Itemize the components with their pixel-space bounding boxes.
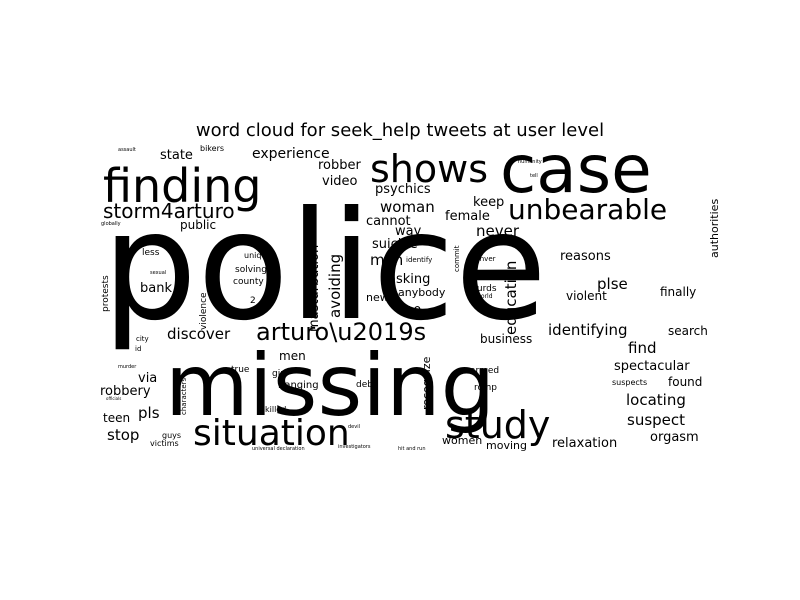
word-asking: asking — [388, 272, 430, 287]
word-search: search — [668, 324, 708, 338]
word-identifying: identifying — [548, 321, 628, 339]
word-assault: assault — [118, 147, 136, 153]
word-victims: victims — [150, 439, 179, 448]
word-suspect: suspect — [627, 411, 685, 429]
word-characters: characters — [180, 377, 188, 415]
word-unbearable: unbearable — [508, 193, 667, 226]
word-guys: guys — [162, 431, 181, 440]
word-suspects: suspects — [612, 378, 647, 387]
word-world: world — [476, 293, 493, 300]
word-education: education — [502, 261, 520, 335]
word-spectacular: spectacular — [614, 359, 690, 374]
word-city: city — [136, 335, 149, 343]
word-man: man — [370, 251, 403, 269]
chart-title: word cloud for seek_help tweets at user … — [195, 120, 605, 141]
word-woman: woman — [380, 198, 435, 216]
word-recognize: recognize — [420, 356, 433, 410]
word-violence: violence — [199, 292, 209, 330]
word-state: state — [160, 148, 193, 163]
word-find: find — [628, 339, 656, 357]
word-bikers: bikers — [200, 144, 224, 153]
word-universal-declaration: universal declaration — [252, 446, 305, 452]
word-locating: locating — [626, 391, 686, 409]
word-cannot: cannot — [366, 214, 411, 229]
word-plse: plse — [597, 275, 628, 293]
word-true: true — [231, 365, 250, 375]
word-shows: shows — [370, 147, 488, 191]
word-female: female — [445, 209, 490, 224]
word-video: video — [322, 174, 358, 189]
word-teen: teen — [103, 411, 130, 425]
word-case: case — [500, 131, 652, 208]
word-finding: finding — [103, 159, 261, 213]
word-experience: experience — [252, 146, 330, 162]
word-police: police — [102, 180, 547, 354]
word-authorities: authorities — [708, 199, 721, 258]
word-unique: unique — [244, 251, 272, 260]
word-robbery: robbery — [100, 384, 151, 399]
word-officials: officials — [106, 396, 121, 401]
word-missing: missing — [165, 336, 495, 436]
word-stop: stop — [107, 426, 139, 444]
word-less: less — [142, 248, 160, 258]
word-bank: bank — [140, 281, 172, 296]
word-masturbation: masturbation — [307, 245, 322, 332]
word-situation: situation — [193, 413, 350, 454]
word-girl: girl — [272, 369, 286, 379]
word-devil: devil — [348, 424, 360, 430]
word-reasons: reasons — [560, 249, 611, 264]
word-keep: keep — [473, 195, 504, 210]
word-globally: globally — [101, 221, 121, 227]
word-investigators: investigators — [338, 444, 371, 450]
word-sexual: sexual — [150, 270, 166, 276]
word-pls: pls — [138, 404, 160, 422]
word-hit-and-run: hit and run — [398, 446, 426, 452]
word-business: business — [480, 332, 532, 346]
word-2: 2 — [250, 296, 256, 306]
word-kurds: kurds — [472, 284, 497, 294]
word-public: public — [180, 218, 216, 232]
word-violent: violent — [566, 289, 607, 303]
word-commit: commit — [453, 245, 461, 272]
word-storm4arturo: storm4arturo — [103, 199, 235, 223]
word-debt: debt — [356, 380, 377, 390]
word-rcmp: rcmp — [474, 383, 497, 393]
word-discover: discover — [167, 325, 231, 343]
word-armed: armed — [470, 366, 499, 376]
word-finally: finally — [660, 285, 696, 299]
word-county: county — [233, 277, 264, 287]
word-suicide: suicide — [372, 237, 418, 252]
word-robber: robber — [318, 158, 362, 173]
word-murder: murder — [118, 364, 137, 370]
word-psychics: psychics — [375, 182, 431, 197]
word-hanging: hanging — [278, 380, 319, 391]
word-killed: killed — [265, 405, 286, 414]
word-via: via — [138, 371, 157, 386]
word-arturo-u2019s: arturo\u2019s — [256, 318, 426, 346]
word-study: study — [445, 403, 550, 447]
word-relaxation: relaxation — [552, 436, 617, 451]
word-anybody: anybody — [398, 286, 446, 299]
word-tell: tell — [530, 173, 538, 179]
word-men: men — [279, 349, 306, 363]
word-news: news — [366, 291, 395, 304]
word-orgasm: orgasm — [650, 430, 699, 445]
word-loud: loud — [350, 401, 356, 412]
word-way: way — [395, 224, 422, 239]
word-found: found — [668, 375, 702, 389]
word-women: women — [442, 434, 482, 447]
word-denver: denver — [471, 255, 496, 263]
word-moving: moving — [486, 439, 527, 452]
word-solving: solving — [235, 265, 267, 275]
word-identify: identify — [406, 256, 432, 264]
word-avoiding: avoiding — [326, 254, 344, 318]
word-humanity: humanity — [518, 159, 542, 165]
word-never: never — [476, 222, 520, 240]
word-10: 10 — [405, 305, 422, 320]
word-protests: protests — [101, 275, 111, 312]
word-id: id — [135, 345, 141, 353]
